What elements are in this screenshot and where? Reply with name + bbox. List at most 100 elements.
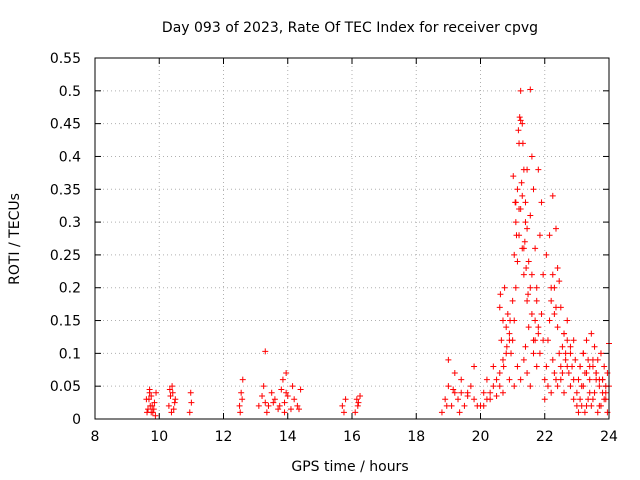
y-tick-label: 0.3 bbox=[59, 215, 81, 231]
data-point bbox=[503, 343, 510, 350]
data-point bbox=[583, 370, 590, 377]
data-point bbox=[536, 350, 543, 357]
data-point bbox=[150, 406, 157, 413]
data-point bbox=[522, 343, 529, 350]
data-point bbox=[499, 389, 506, 396]
data-point bbox=[527, 383, 534, 390]
data-point bbox=[536, 232, 543, 239]
data-point bbox=[533, 284, 540, 291]
data-point bbox=[289, 383, 296, 390]
x-tick-label: 20 bbox=[472, 429, 490, 445]
data-point bbox=[549, 192, 556, 199]
data-point bbox=[506, 376, 513, 383]
data-point bbox=[559, 370, 566, 377]
data-point bbox=[262, 348, 269, 355]
data-point bbox=[464, 393, 471, 400]
data-point bbox=[451, 370, 458, 377]
y-axis-label: ROTI / TECUs bbox=[7, 193, 23, 285]
data-point bbox=[602, 383, 609, 390]
data-point bbox=[525, 291, 532, 298]
data-point bbox=[496, 304, 503, 311]
data-point bbox=[522, 219, 529, 226]
data-point bbox=[594, 409, 601, 416]
data-point bbox=[508, 350, 515, 357]
data-point bbox=[499, 317, 506, 324]
data-point bbox=[557, 304, 564, 311]
data-point bbox=[543, 363, 550, 370]
data-point bbox=[570, 337, 577, 344]
data-point bbox=[546, 317, 553, 324]
data-point bbox=[271, 396, 278, 403]
data-point bbox=[501, 284, 508, 291]
data-point bbox=[564, 317, 571, 324]
data-point bbox=[339, 402, 346, 409]
x-tick-label: 16 bbox=[343, 429, 361, 445]
data-point bbox=[451, 389, 458, 396]
data-point bbox=[438, 409, 445, 416]
data-point bbox=[291, 396, 298, 403]
data-point bbox=[263, 409, 270, 416]
x-tick-label: 12 bbox=[215, 429, 233, 445]
data-point bbox=[509, 337, 516, 344]
data-point bbox=[551, 370, 558, 377]
data-point bbox=[519, 140, 526, 147]
data-point bbox=[565, 370, 572, 377]
data-point bbox=[556, 350, 563, 357]
data-point bbox=[520, 245, 527, 252]
data-point bbox=[511, 317, 518, 324]
data-point bbox=[544, 383, 551, 390]
data-point bbox=[527, 212, 534, 219]
y-tick-label: 0.2 bbox=[59, 281, 81, 297]
data-point bbox=[528, 153, 535, 160]
data-point bbox=[535, 324, 542, 331]
data-point bbox=[170, 406, 177, 413]
data-point bbox=[471, 396, 478, 403]
data-point bbox=[577, 363, 584, 370]
data-point bbox=[524, 225, 531, 232]
data-point bbox=[580, 383, 587, 390]
data-point bbox=[294, 402, 301, 409]
axis-ticks: 8 10 12 14 16 18 20 22 24 0 0.05 0.1 0.15 0.2 0.25 0.3 0… bbox=[50, 51, 618, 445]
data-point bbox=[352, 409, 359, 416]
data-point bbox=[458, 376, 465, 383]
data-point bbox=[456, 409, 463, 416]
data-point bbox=[514, 363, 521, 370]
data-point bbox=[512, 284, 519, 291]
data-point bbox=[167, 393, 174, 400]
data-point bbox=[593, 370, 600, 377]
data-point bbox=[442, 396, 449, 403]
data-point bbox=[522, 199, 529, 206]
data-point bbox=[519, 192, 526, 199]
data-point bbox=[496, 383, 503, 390]
data-point bbox=[260, 383, 267, 390]
data-point bbox=[511, 251, 518, 258]
data-point bbox=[525, 324, 532, 331]
data-point bbox=[524, 166, 531, 173]
data-point bbox=[533, 297, 540, 304]
data-point bbox=[561, 330, 568, 337]
data-point bbox=[151, 399, 158, 406]
data-point bbox=[533, 363, 540, 370]
data-point bbox=[527, 86, 534, 93]
data-point bbox=[148, 393, 155, 400]
data-point bbox=[515, 127, 522, 134]
data-point bbox=[490, 383, 497, 390]
data-point bbox=[524, 370, 531, 377]
data-point bbox=[530, 186, 537, 193]
data-point bbox=[270, 399, 277, 406]
data-point bbox=[591, 343, 598, 350]
data-point bbox=[556, 278, 563, 285]
data-point bbox=[342, 396, 349, 403]
data-point bbox=[572, 356, 579, 363]
data-point bbox=[238, 389, 245, 396]
y-tick-label: 0.15 bbox=[50, 314, 81, 330]
data-point bbox=[562, 350, 569, 357]
data-point bbox=[552, 225, 559, 232]
data-point bbox=[490, 363, 497, 370]
data-point bbox=[512, 219, 519, 226]
data-point bbox=[146, 386, 153, 393]
data-point bbox=[483, 396, 490, 403]
data-point bbox=[564, 337, 571, 344]
data-point bbox=[543, 251, 550, 258]
data-point bbox=[455, 396, 462, 403]
